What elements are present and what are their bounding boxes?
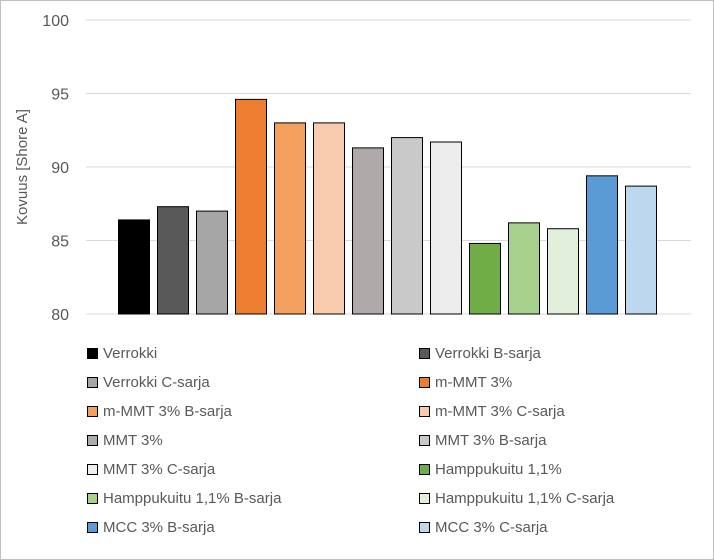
- bar: [430, 141, 462, 315]
- legend-swatch: [419, 464, 430, 475]
- y-tick-label: 85: [51, 234, 69, 251]
- legend-item: m-MMT 3% B-sarja: [87, 403, 232, 420]
- legend-swatch: [419, 435, 430, 446]
- legend-swatch: [419, 377, 430, 388]
- legend-swatch: [87, 464, 98, 475]
- legend-label: MMT 3%: [103, 432, 163, 449]
- legend-item: m-MMT 3% C-sarja: [419, 403, 565, 420]
- legend-item: Hamppukuitu 1,1% C-sarja: [419, 490, 614, 507]
- legend-label: Verrokki B-sarja: [435, 345, 541, 362]
- legend-item: MCC 3% C-sarja: [419, 519, 548, 536]
- legend-label: MMT 3% C-sarja: [103, 461, 216, 478]
- legend-item: MCC 3% B-sarja: [87, 519, 215, 536]
- legend-item: MMT 3% B-sarja: [419, 432, 546, 449]
- legend-label: m-MMT 3% C-sarja: [435, 403, 565, 420]
- legend-label: Verrokki: [103, 345, 158, 362]
- legend-swatch: [87, 348, 98, 359]
- y-tick-label: 80: [51, 307, 69, 324]
- bars: [118, 98, 657, 315]
- bar: [352, 147, 384, 315]
- bar: [118, 219, 150, 315]
- y-tick-label: 90: [51, 160, 69, 177]
- legend-item: Hamppukuitu 1,1%: [419, 461, 562, 478]
- legend-label: Hamppukuitu 1,1% C-sarja: [435, 490, 615, 507]
- legend-label: Hamppukuitu 1,1% B-sarja: [103, 490, 282, 507]
- y-axis-label: Kovuus [Shore A]: [14, 109, 31, 225]
- bar: [469, 242, 501, 315]
- legend-swatch: [419, 493, 430, 504]
- legend-item: Hamppukuitu 1,1% B-sarja: [87, 490, 281, 507]
- bar: [586, 175, 618, 315]
- bar: [196, 210, 228, 315]
- legend-swatch: [87, 435, 98, 446]
- bar: [391, 137, 423, 315]
- y-axis-ticks: 80 85 90 95 100: [42, 13, 69, 324]
- legend-label: MCC 3% B-sarja: [103, 519, 215, 536]
- legend-label: m-MMT 3% B-sarja: [103, 403, 232, 420]
- legend-swatch: [419, 348, 430, 359]
- legend-label: MMT 3% B-sarja: [435, 432, 547, 449]
- bar-chart: 80 85 90 95 100 Kovuus [Shore A]: [14, 13, 691, 324]
- legend-swatch: [419, 522, 430, 533]
- legend-swatch: [419, 406, 430, 417]
- bar: [235, 98, 267, 315]
- legend-label: Verrokki C-sarja: [103, 374, 210, 391]
- legend-item: MMT 3% C-sarja: [87, 461, 215, 478]
- legend-swatch: [87, 493, 98, 504]
- bar: [508, 222, 540, 315]
- bar: [625, 185, 657, 315]
- legend-item: m-MMT 3%: [419, 374, 512, 391]
- legend-swatch: [87, 522, 98, 533]
- bar: [274, 122, 306, 315]
- bar: [547, 228, 579, 315]
- bar: [313, 122, 345, 315]
- legend-swatch: [87, 377, 98, 388]
- legend-label: MCC 3% C-sarja: [435, 519, 548, 536]
- bar: [157, 206, 189, 315]
- y-tick-label: 95: [51, 87, 69, 104]
- legend-item: Verrokki C-sarja: [87, 374, 210, 391]
- legend-swatch: [87, 406, 98, 417]
- y-tick-label: 100: [42, 13, 69, 30]
- legend-label: m-MMT 3%: [435, 374, 513, 391]
- legend-item: Verrokki: [87, 345, 157, 362]
- legend-label: Hamppukuitu 1,1%: [435, 461, 562, 478]
- legend-item: MMT 3%: [87, 432, 163, 449]
- legend-item: Verrokki B-sarja: [419, 345, 541, 362]
